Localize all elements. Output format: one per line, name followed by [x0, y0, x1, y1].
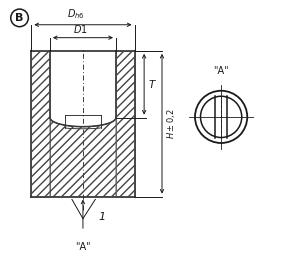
Text: "A": "A" — [213, 66, 229, 76]
Text: "A": "A" — [75, 242, 91, 252]
Text: $D_{h6}$: $D_{h6}$ — [67, 8, 85, 21]
Text: B: B — [15, 13, 24, 23]
Text: $T$: $T$ — [148, 78, 157, 90]
Text: $H\pm0{,}2$: $H\pm0{,}2$ — [165, 108, 177, 139]
Text: 1: 1 — [99, 212, 106, 222]
Text: $D1$: $D1$ — [73, 23, 88, 35]
